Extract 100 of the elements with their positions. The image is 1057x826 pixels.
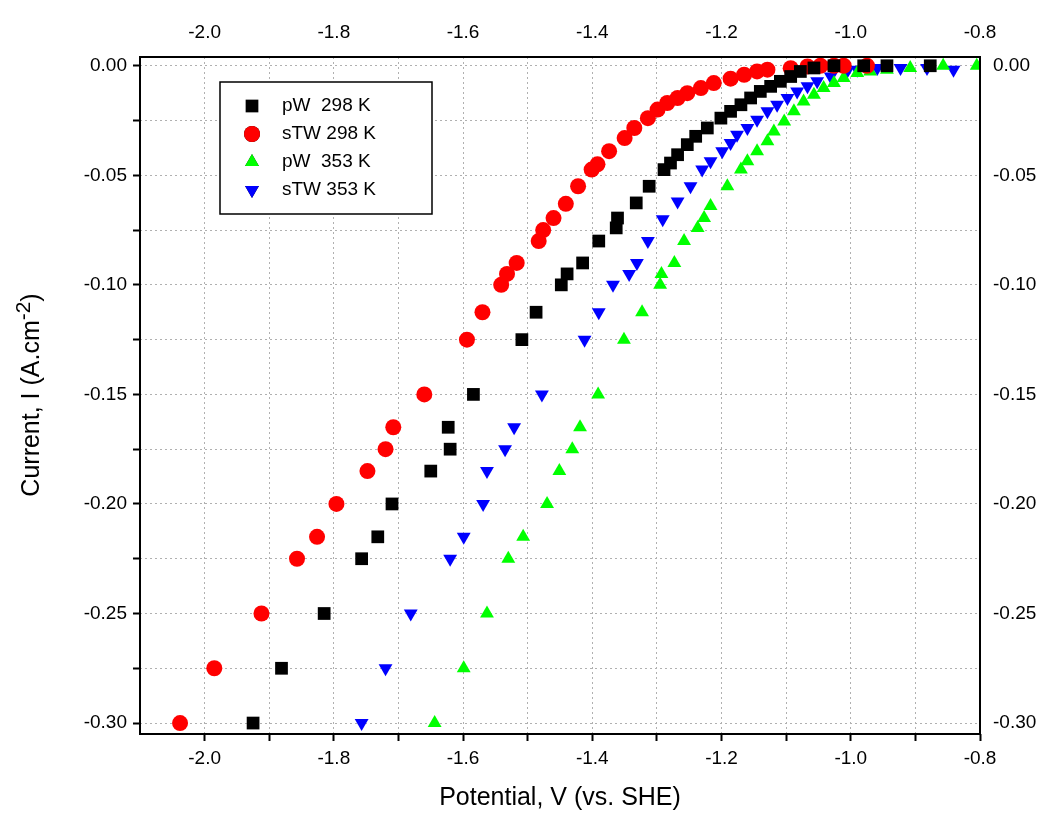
point: [893, 63, 908, 76]
point: [679, 85, 696, 102]
y2-tick-label: -0.15: [993, 382, 1037, 404]
point: [946, 65, 961, 78]
point: [289, 550, 306, 567]
point: [474, 304, 491, 321]
point: [705, 75, 722, 92]
x2-tick-label: -1.6: [446, 20, 480, 42]
point: [670, 197, 685, 210]
legend-label: pW 353 K: [282, 150, 372, 172]
point: [589, 156, 606, 173]
point: [467, 388, 480, 401]
legend-label: sTW 298 K: [282, 122, 377, 144]
point: [416, 386, 433, 403]
point: [794, 65, 807, 78]
y2-tick-label: -0.10: [993, 273, 1037, 295]
x2-tick-label: -2.0: [188, 20, 221, 42]
point: [700, 121, 714, 135]
point: [499, 265, 516, 282]
y2-tick-label: -0.25: [993, 601, 1037, 623]
point: [570, 178, 587, 195]
point: [172, 715, 189, 732]
x-axis-title: Potential, V (vs. SHE): [438, 782, 682, 811]
legend-label: sTW 353 K: [282, 178, 377, 200]
point: [577, 335, 592, 348]
y-tick-label: -0.10: [83, 273, 127, 295]
point: [328, 495, 345, 512]
y2-tick-label: -0.20: [993, 492, 1037, 514]
point: [545, 210, 562, 227]
point: [730, 130, 744, 143]
y2-tick-label: -0.05: [993, 163, 1037, 185]
x-tick-label: -1.4: [575, 746, 610, 768]
point: [253, 605, 270, 622]
y-tick-label: -0.20: [83, 492, 127, 514]
point: [750, 115, 765, 128]
point: [535, 222, 552, 239]
point: [611, 211, 624, 225]
point: [622, 269, 637, 282]
point: [573, 419, 587, 432]
point: [695, 165, 710, 178]
point: [671, 148, 684, 162]
point: [501, 550, 516, 563]
point: [206, 660, 223, 677]
point: [629, 258, 644, 271]
y-tick-label: -0.30: [83, 711, 127, 733]
point: [458, 331, 475, 348]
point: [692, 80, 709, 97]
point: [689, 129, 703, 143]
x-tick-label: -0.8: [963, 746, 997, 768]
point: [770, 100, 785, 113]
x2-tick-label: -1.8: [317, 20, 351, 42]
point: [639, 110, 656, 127]
point: [800, 82, 815, 95]
point: [515, 333, 529, 346]
point: [790, 87, 805, 100]
point: [740, 123, 755, 136]
point: [697, 210, 712, 223]
point: [385, 419, 402, 436]
point: [601, 143, 618, 160]
x2-tick-label: -1.4: [575, 20, 610, 42]
x-tick-label: -1.0: [834, 746, 868, 768]
y-tick-label: -0.25: [83, 601, 127, 623]
x-tick-label: -1.6: [446, 746, 480, 768]
point: [626, 119, 643, 136]
x2-tick-label: -1.0: [834, 20, 868, 42]
point: [441, 420, 455, 434]
point: [750, 143, 765, 156]
point: [760, 107, 775, 120]
point: [810, 77, 825, 90]
point: [576, 256, 589, 270]
point: [309, 528, 326, 545]
point: [642, 179, 656, 193]
point: [720, 178, 735, 191]
point: [606, 280, 620, 293]
point: [552, 463, 567, 476]
legend-label: pW 298 K: [282, 94, 372, 116]
x2-tick-label: -1.2: [705, 20, 738, 42]
point: [677, 233, 691, 246]
point: [565, 441, 580, 454]
point: [476, 499, 491, 512]
point: [427, 715, 442, 728]
point: [377, 441, 394, 458]
point: [592, 234, 606, 248]
point: [480, 605, 494, 618]
y-tick-label: 0.00: [90, 54, 127, 75]
point: [355, 552, 368, 566]
point: [591, 386, 606, 399]
point: [359, 463, 376, 480]
point: [616, 130, 633, 147]
point: [629, 196, 643, 210]
point: [371, 530, 385, 544]
y-tick-label: -0.15: [83, 382, 127, 404]
point: [780, 93, 795, 106]
point: [317, 607, 331, 620]
point: [557, 195, 574, 212]
point: [923, 59, 937, 73]
point: [635, 304, 649, 317]
x-tick-label: -1.8: [317, 746, 351, 768]
point: [424, 464, 438, 478]
x-tick-label: -1.2: [705, 746, 738, 768]
